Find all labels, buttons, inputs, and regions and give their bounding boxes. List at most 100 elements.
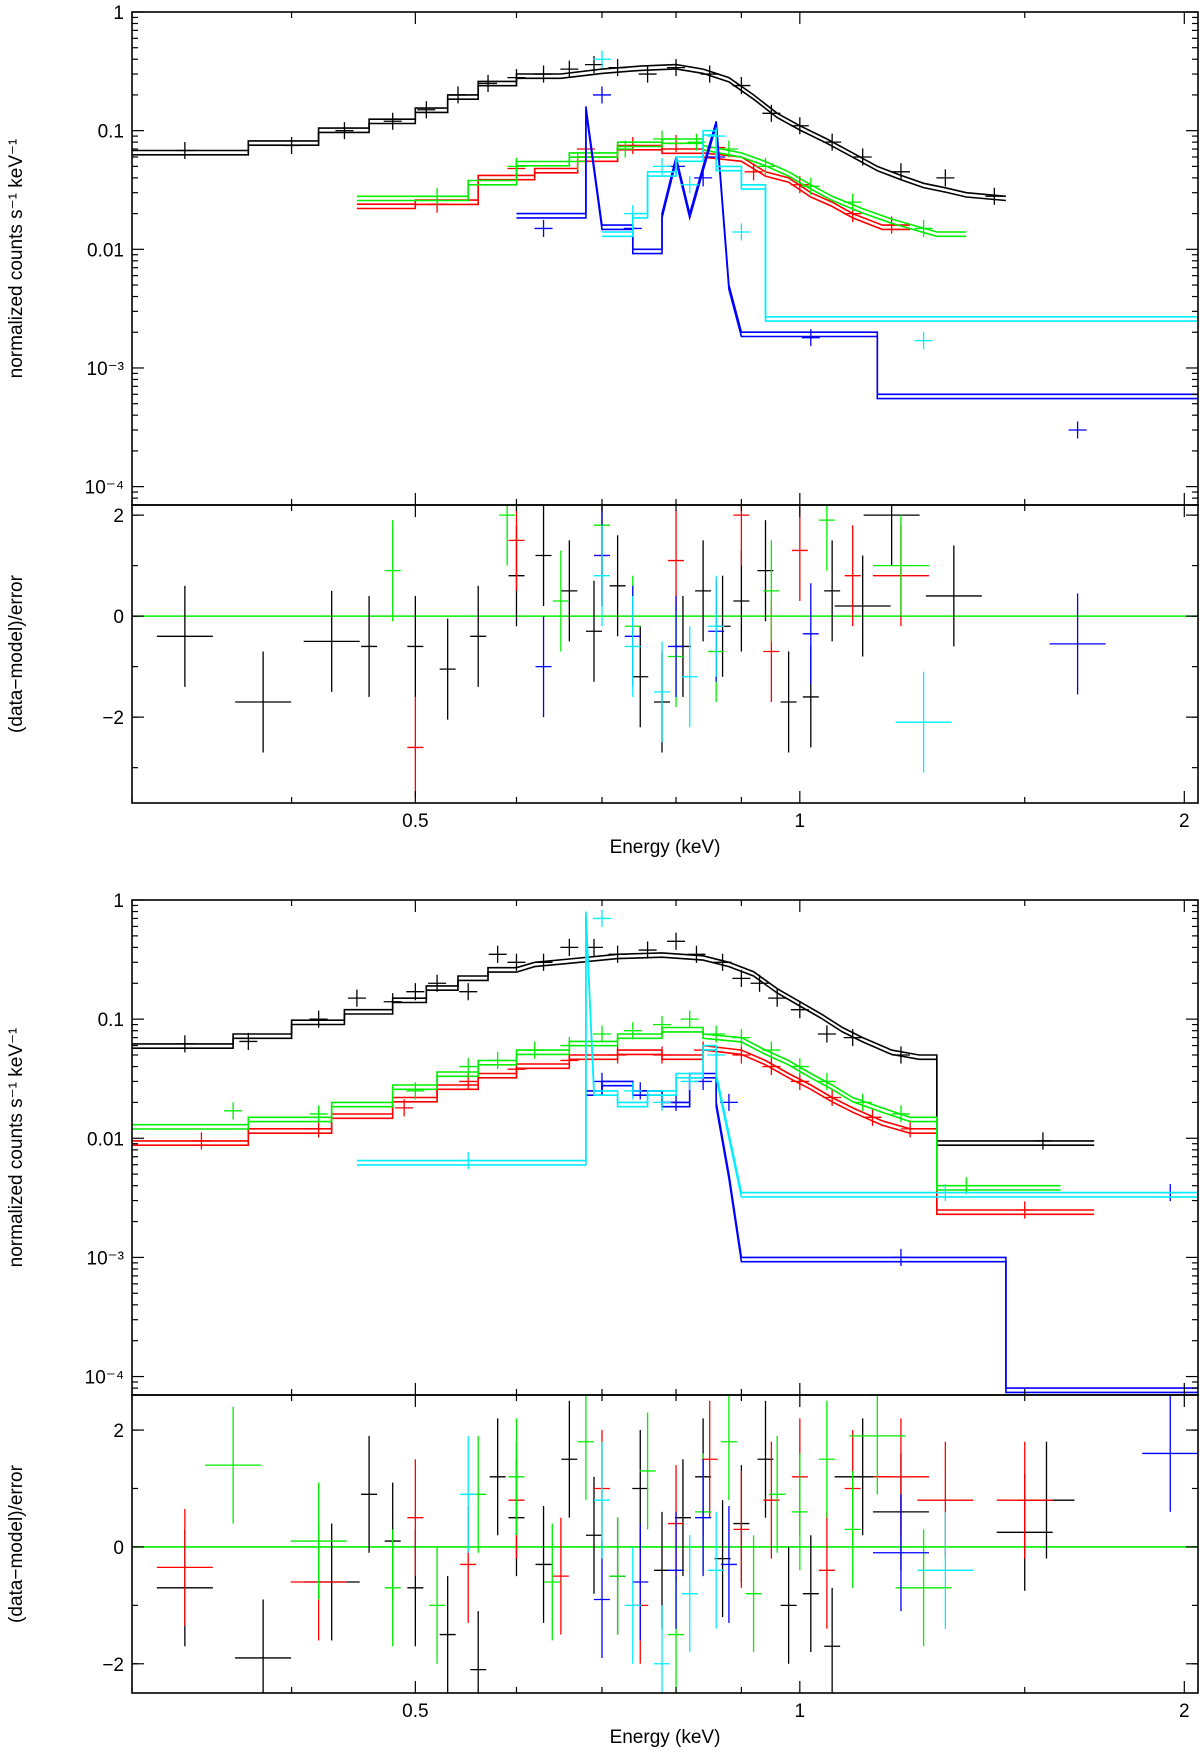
spectrum-series-blue [585, 1072, 1198, 1394]
data-point-green [507, 157, 526, 175]
model-line-lower-green [356, 142, 967, 238]
spectrum-series-blue [516, 86, 1198, 439]
data-point-green [957, 1177, 976, 1195]
spectrum-series-black [132, 56, 1006, 205]
data-point-cyan [623, 1082, 642, 1100]
residual-series-black [156, 505, 982, 753]
spectrum-series-green [132, 1010, 1061, 1195]
residual-point-black [674, 1459, 691, 1577]
data-point-black [700, 65, 719, 83]
residual-frame [131, 1394, 1199, 1694]
residual-point-green [544, 1523, 561, 1641]
residual-point-cyan [593, 525, 610, 627]
residual-point-red [844, 525, 861, 627]
data-point-red [732, 1046, 751, 1064]
residual-point-green [720, 1395, 737, 1501]
data-point-green [914, 219, 933, 237]
residual-point-black [802, 1535, 819, 1653]
data-point-black [891, 163, 910, 181]
residual-point-black [714, 1500, 731, 1618]
residual-point-cyan [654, 641, 671, 743]
residual-point-cyan [895, 671, 952, 773]
data-point-green [560, 1037, 579, 1055]
residual-point-red [552, 1517, 569, 1635]
data-point-black [1033, 1132, 1052, 1150]
chart-panel-top: 0.5 1 2 Energy (keV) 1 0.1 0.01 10⁻³ 10⁻⁴ normali… [6, 3, 1199, 858]
residual-point-black [361, 595, 378, 697]
spectrum-y-tick-label: 10⁻⁴ [85, 478, 124, 499]
data-point-black [534, 65, 553, 83]
data-point-black [406, 983, 425, 1001]
residual-point-black [439, 618, 456, 720]
data-point-black [817, 1025, 836, 1043]
residual-point-cyan [654, 1605, 671, 1693]
data-point-black [309, 1010, 328, 1028]
residual-point-black [489, 1418, 506, 1536]
data-point-black [239, 1032, 258, 1050]
residual-point-blue [593, 1541, 610, 1658]
residual-point-black [561, 1400, 578, 1518]
spectrum-y-tick-label: 0.1 [98, 1010, 124, 1031]
model-line-lower-green [132, 1031, 1061, 1191]
data-point-green [309, 1105, 328, 1123]
spectrum-series-red [132, 1041, 1095, 1219]
residual-point-green [844, 1470, 861, 1588]
residual-point-black [303, 590, 360, 692]
residual-series-red [407, 505, 929, 798]
spectrum-y-tick-label: 0.1 [98, 122, 124, 143]
residual-point-red [156, 1508, 213, 1626]
residual-plot-area [132, 505, 1198, 798]
x-tick-label: 2 [1179, 811, 1190, 832]
data-point-red [192, 1132, 211, 1150]
data-point-blue [592, 1072, 611, 1090]
residual-point-black [439, 1576, 456, 1693]
residual-point-blue [1142, 1395, 1198, 1512]
model-line-lower-cyan [602, 134, 1198, 322]
residual-point-black [235, 651, 292, 753]
residual-point-blue [668, 1511, 685, 1629]
x-tick-label: 0.5 [402, 811, 428, 832]
data-point-black [507, 69, 526, 87]
residual-point-green [384, 520, 401, 622]
residual-series-black [156, 1400, 1075, 1693]
spectrum-y-tick-label: 0.01 [87, 1129, 124, 1150]
residual-point-green [639, 1412, 656, 1530]
x-axis-label: Energy (keV) [610, 837, 721, 858]
data-point-blue [534, 219, 553, 237]
residual-point-black [609, 535, 626, 637]
residual-point-black [470, 585, 487, 687]
data-point-black [347, 989, 366, 1007]
data-point-black [667, 932, 686, 950]
residual-point-green [745, 1535, 762, 1653]
data-point-cyan [732, 223, 751, 241]
data-point-black [891, 1046, 910, 1064]
residual-series-cyan [460, 1435, 974, 1693]
residual-point-green [499, 505, 516, 566]
data-point-black [608, 59, 627, 77]
spectrum-y-tick-label: 10⁻³ [87, 359, 125, 380]
residual-point-black [535, 1506, 552, 1623]
data-point-black [985, 187, 1004, 205]
data-point-black [790, 1001, 809, 1019]
model-line-lower-red [356, 149, 911, 231]
data-point-green [525, 1041, 544, 1059]
residual-point-green [895, 1529, 952, 1647]
chart-panel-bottom: 0.5 1 2 Energy (keV) 1 0.1 0.01 10⁻³ 10⁻⁴ normali… [6, 891, 1199, 1748]
data-point-black [750, 974, 769, 992]
data-point-green [707, 1025, 726, 1043]
spectrum-y-tick-label: 1 [113, 891, 124, 912]
data-point-black [560, 938, 579, 956]
spectrum-series-black [132, 932, 1095, 1150]
spectrum-series-cyan [592, 50, 1198, 350]
residual-point-red [407, 696, 424, 798]
data-point-black [428, 974, 447, 992]
x-tick-label: 0.5 [402, 1701, 428, 1722]
residual-point-red [407, 1459, 424, 1577]
data-point-black [479, 74, 498, 92]
residual-y-tick-label: 0 [113, 1538, 124, 1559]
model-line-cyan [356, 911, 1198, 1194]
data-point-red [608, 1046, 627, 1064]
data-point-red [762, 1057, 781, 1076]
residual-point-green [872, 515, 929, 617]
data-point-green [817, 1072, 836, 1090]
